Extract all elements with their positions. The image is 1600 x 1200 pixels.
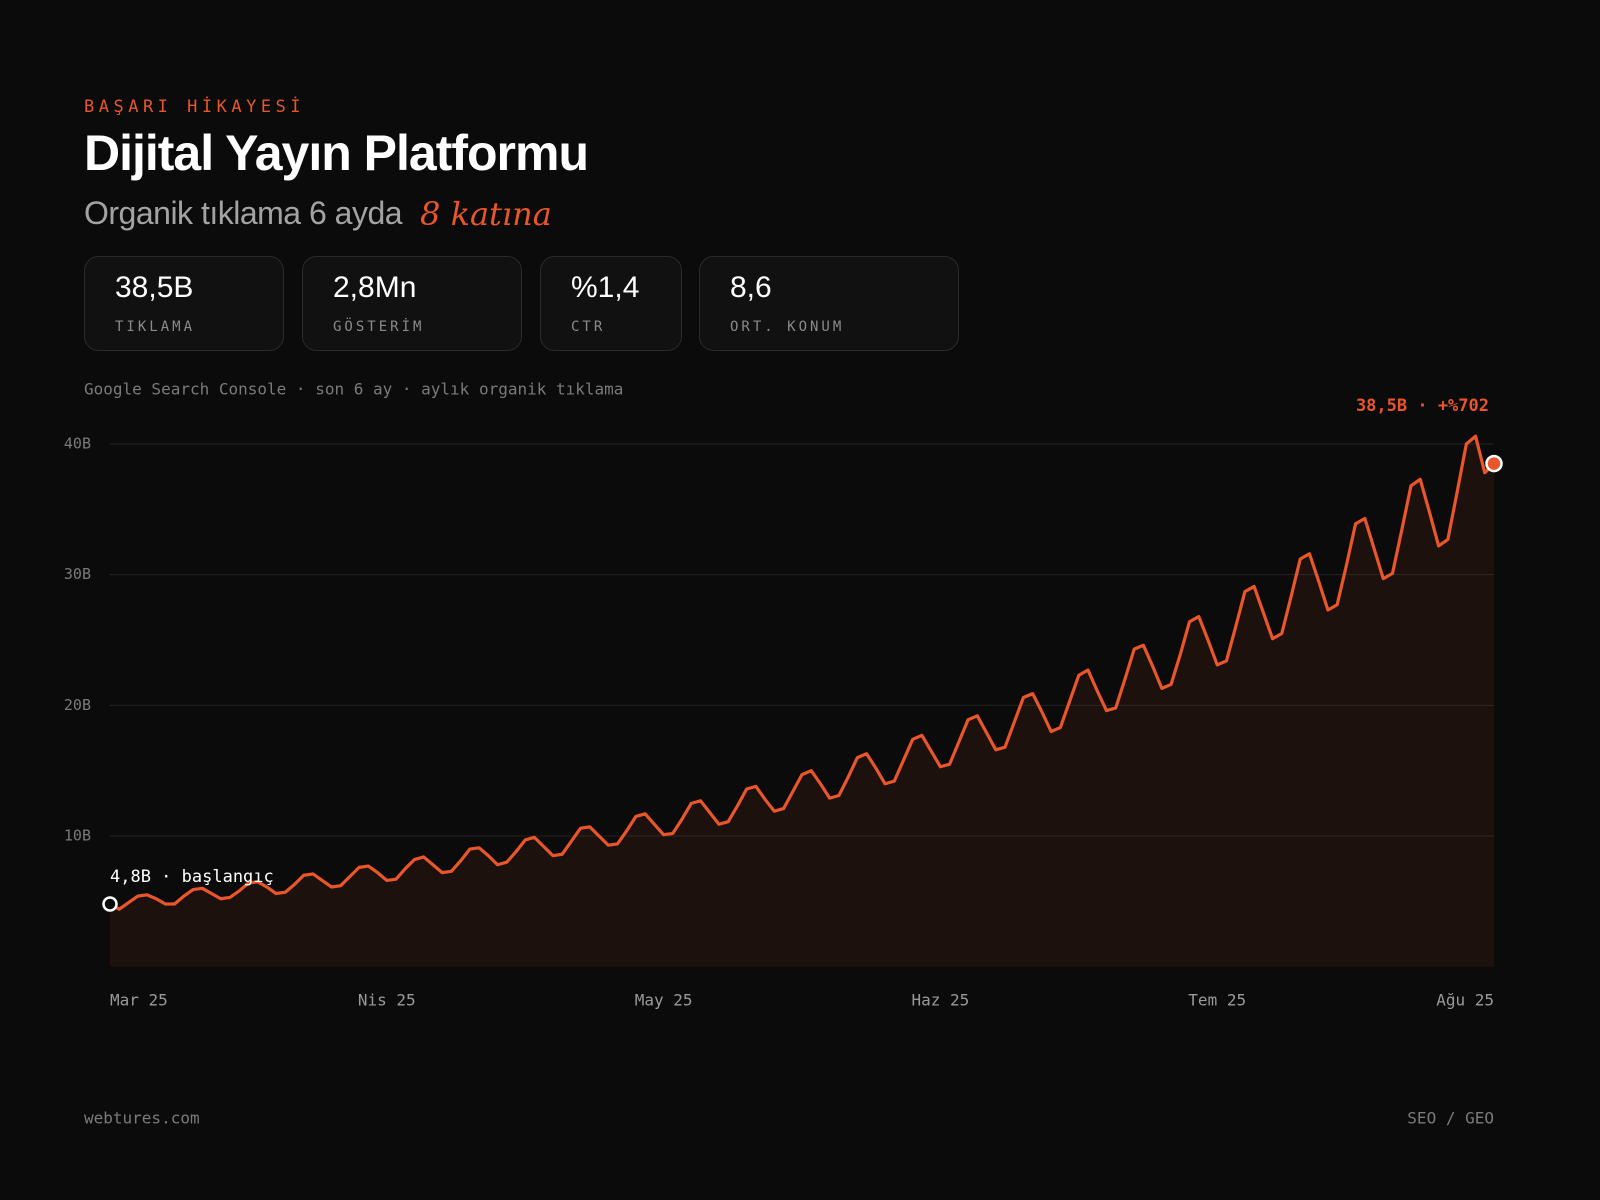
y-tick-label: 20B — [64, 696, 91, 714]
x-tick-label: Mar 25 — [110, 991, 168, 1010]
x-tick-label: Ağu 25 — [1436, 991, 1494, 1010]
kpi-label: ORT. KONUM — [730, 319, 844, 335]
eyebrow: BAŞARI HİKAYESİ — [84, 96, 305, 117]
x-tick-label: Tem 25 — [1188, 991, 1246, 1010]
kpi-label: GÖSTERİM — [333, 317, 424, 335]
x-tick-label: May 25 — [635, 991, 693, 1010]
kpi-value: 2,8Mn — [333, 271, 416, 304]
y-tick-label: 40B — [64, 435, 91, 453]
footer-right: SEO / GEO — [1407, 1109, 1494, 1128]
subtitle-line: Organik tıklama 6 ayda 8 katına — [84, 194, 552, 232]
kpi-label: TIKLAMA — [115, 319, 195, 335]
kpi-card — [84, 256, 284, 351]
footer-left: webtures.com — [84, 1109, 200, 1128]
subtitle: Organik tıklama 6 ayda — [84, 195, 403, 231]
kpi-value: 38,5B — [115, 271, 193, 304]
kpi-value: %1,4 — [571, 271, 639, 304]
x-tick-label: Haz 25 — [912, 991, 970, 1010]
end-marker — [1485, 454, 1503, 473]
kpi-label: CTR — [571, 319, 605, 335]
chart: 10B 20B 30B 40B Mar 25 Nis 25 May 25 Haz 25 Tem … — [64, 396, 1503, 1010]
start-marker — [102, 896, 118, 912]
kpi-card — [540, 256, 682, 351]
x-tick-label: Nis 25 — [358, 991, 416, 1010]
kpi-card — [699, 256, 959, 351]
area-fill — [110, 436, 1494, 967]
y-tick-label: 30B — [64, 565, 91, 583]
subtitle-highlight: 8 katına — [420, 195, 552, 233]
line — [108, 434, 1496, 911]
kpi-card — [302, 256, 522, 351]
start-annotation: 4,8B · başlangıç — [110, 867, 274, 887]
kpi-value: 8,6 — [730, 271, 772, 304]
chart-note: Google Search Console · son 6 ay · aylık… — [84, 380, 623, 399]
kpi-row: 38,5B TIKLAMA 2,8Mn GÖSTERİM %1,4 CTR 8,6 ORT. … — [84, 256, 959, 351]
end-annotation: 38,5B · +%702 — [1356, 396, 1489, 416]
y-tick-label: 10B — [64, 827, 91, 845]
title: Dijital Yayın Platformu — [84, 125, 588, 181]
